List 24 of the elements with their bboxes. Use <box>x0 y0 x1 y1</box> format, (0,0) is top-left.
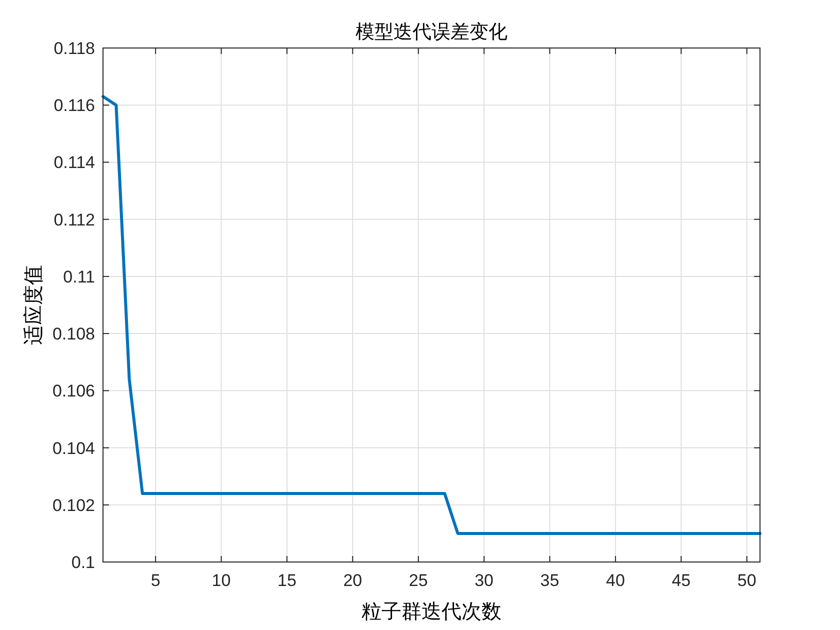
y-tick-label: 0.112 <box>54 210 95 230</box>
x-tick-label: 10 <box>212 571 231 590</box>
y-tick-label: 0.116 <box>54 96 95 116</box>
x-tick-label: 50 <box>737 571 756 590</box>
x-axis-title: 粒子群迭代次数 <box>362 599 502 623</box>
x-tick-label: 30 <box>474 571 494 590</box>
y-tick-label: 0.102 <box>52 496 95 515</box>
y-axis-title: 适应度值 <box>21 265 45 345</box>
y-tick-label: 0.108 <box>52 324 95 344</box>
x-tick-label: 20 <box>343 571 362 590</box>
x-tick-label: 45 <box>672 571 691 590</box>
y-tick-label: 0.1 <box>71 553 95 572</box>
y-tick-label: 0.106 <box>52 382 95 401</box>
x-tick-label: 15 <box>278 571 296 590</box>
x-tick-label: 5 <box>150 571 160 590</box>
y-tick-label: 0.11 <box>63 267 95 286</box>
x-tick-label: 35 <box>540 571 560 590</box>
y-tick-label: 0.114 <box>54 153 95 172</box>
chart-title: 模型迭代误差变化 <box>356 21 508 43</box>
x-tick-label: 25 <box>408 571 428 590</box>
x-tick-label: 40 <box>606 571 625 590</box>
line-series <box>102 95 762 535</box>
y-tick-label: 0.118 <box>54 39 95 58</box>
y-tick-label: 0.104 <box>52 438 95 458</box>
